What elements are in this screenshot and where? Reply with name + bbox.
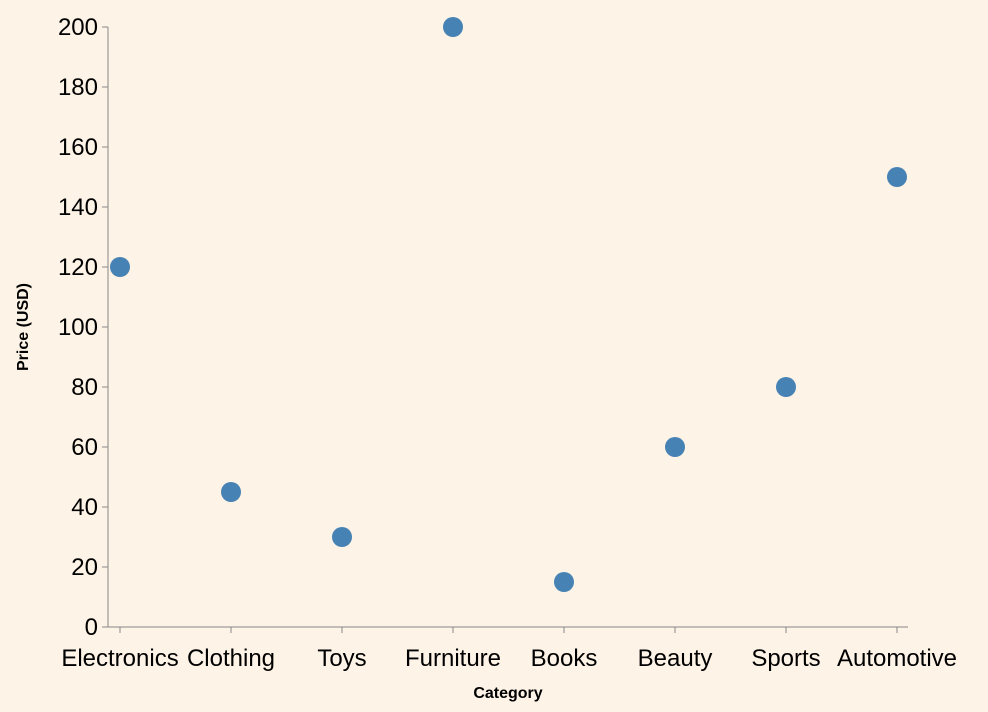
y-tick-label: 40: [71, 494, 98, 521]
data-point[interactable]: [332, 527, 352, 547]
x-axis-title: Category: [473, 685, 542, 702]
x-tick-label: Toys: [317, 645, 366, 672]
data-point[interactable]: [776, 377, 796, 397]
y-tick-label: 0: [85, 614, 98, 641]
data-point[interactable]: [887, 167, 907, 187]
y-tick-label: 60: [71, 434, 98, 461]
x-tick-label: Beauty: [638, 645, 713, 672]
y-tick-label: 140: [58, 194, 98, 221]
y-tick-label: 80: [71, 374, 98, 401]
x-tick-label: Automotive: [837, 645, 957, 672]
data-point[interactable]: [554, 572, 574, 592]
x-tick-label: Clothing: [187, 645, 275, 672]
x-tick-label: Sports: [751, 645, 820, 672]
data-point[interactable]: [443, 17, 463, 37]
x-tick-label: Furniture: [405, 645, 501, 672]
data-point[interactable]: [665, 437, 685, 457]
y-tick-label: 20: [71, 554, 98, 581]
data-point[interactable]: [110, 257, 130, 277]
x-tick-label: Books: [531, 645, 598, 672]
y-tick-label: 160: [58, 134, 98, 161]
y-axis: 0 20 40 60 80 100 120 140 160 180 200: [58, 14, 109, 641]
x-axis: Electronics Clothing Toys Furniture Books Bea…: [61, 626, 957, 672]
data-point[interactable]: [221, 482, 241, 502]
y-tick-label: 180: [58, 74, 98, 101]
y-tick-label: 120: [58, 254, 98, 281]
y-tick-label: 200: [58, 14, 98, 41]
x-tick-label: Electronics: [61, 645, 178, 672]
data-points: [110, 17, 907, 592]
y-axis-title: Price (USD): [15, 283, 32, 371]
y-tick-label: 100: [58, 314, 98, 341]
